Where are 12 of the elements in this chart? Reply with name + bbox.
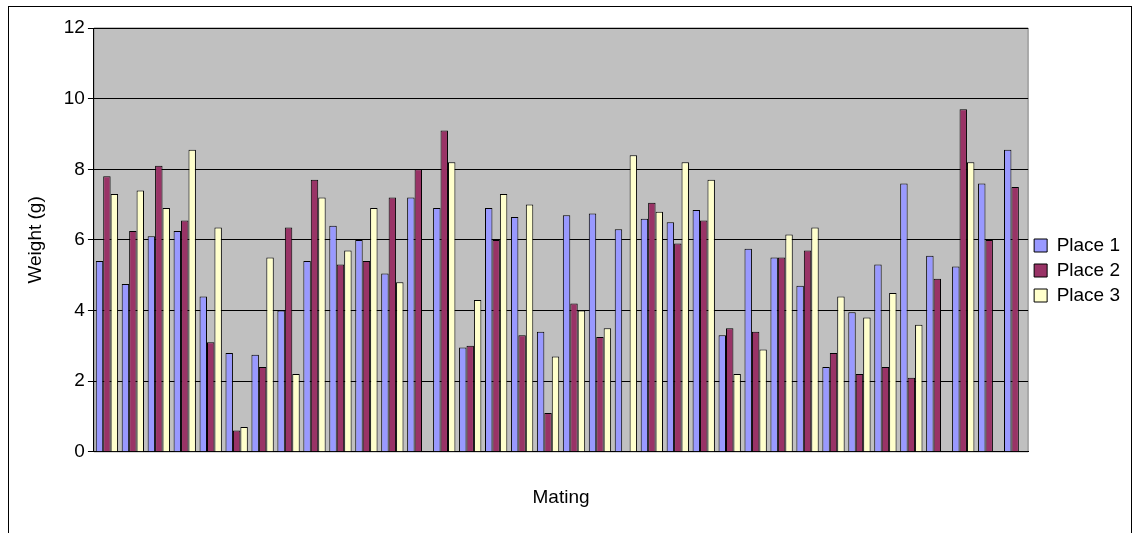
legend-label: Place 2 — [1056, 258, 1120, 280]
legend-label: Place 3 — [1056, 283, 1120, 305]
y-tick-label: 10 — [63, 86, 85, 108]
y-tick-label: 8 — [74, 157, 85, 179]
y-tick-label: 2 — [74, 369, 85, 391]
legend-label: Place 1 — [1056, 233, 1120, 255]
y-tick-label: 6 — [74, 228, 85, 250]
y-axis-title: Weight (g) — [23, 196, 45, 284]
y-tick-label: 0 — [74, 440, 85, 462]
y-tick-label: 4 — [74, 298, 86, 320]
y-tick-label: 12 — [63, 16, 85, 38]
x-axis-title: Mating — [532, 485, 590, 507]
